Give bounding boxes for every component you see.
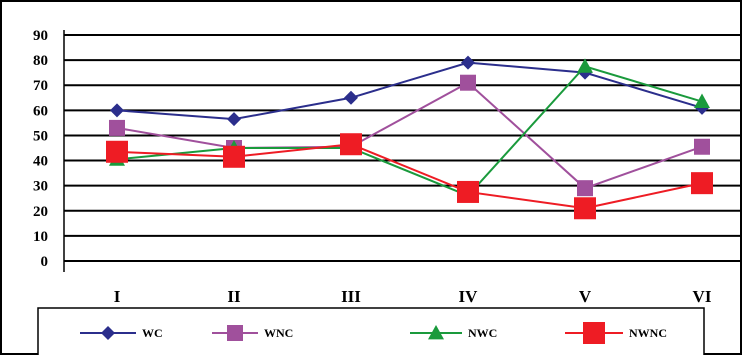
legend-marker bbox=[583, 322, 605, 344]
x-tick-label: IV bbox=[459, 287, 479, 306]
y-tick-label: 50 bbox=[33, 128, 48, 144]
y-tick-label: 10 bbox=[33, 229, 48, 245]
series-lines bbox=[106, 55, 713, 220]
x-tick-label: V bbox=[579, 287, 592, 306]
legend-item-nwnc: NWNC bbox=[565, 322, 667, 344]
x-tick-label: I bbox=[114, 287, 121, 306]
series-line bbox=[116, 143, 703, 210]
legend: WC WNC NWC NWNC bbox=[80, 322, 667, 344]
data-point bbox=[457, 180, 479, 203]
series-nwnc bbox=[106, 133, 713, 220]
data-point bbox=[461, 55, 475, 70]
data-point bbox=[574, 197, 596, 220]
data-point bbox=[344, 90, 358, 105]
data-point bbox=[694, 138, 710, 155]
legend-item-wnc: WNC bbox=[212, 325, 293, 341]
legend-label: WC bbox=[142, 326, 163, 340]
data-point bbox=[223, 145, 245, 168]
y-tick-label: 60 bbox=[33, 103, 48, 119]
y-tick-label: 40 bbox=[33, 154, 48, 170]
legend-marker bbox=[428, 325, 444, 340]
x-tick-label: II bbox=[227, 287, 241, 306]
x-tick-labels: I II III IV V VI bbox=[114, 287, 712, 306]
series-line bbox=[116, 65, 703, 197]
y-tick-label: 70 bbox=[33, 78, 48, 94]
y-tick-label: 90 bbox=[33, 28, 48, 44]
data-point bbox=[340, 133, 362, 156]
legend-item-wc: WC bbox=[80, 326, 163, 340]
x-tick-label: VI bbox=[693, 287, 712, 306]
data-point bbox=[577, 180, 593, 197]
y-tick-label: 20 bbox=[33, 204, 48, 220]
legend-label: NWC bbox=[468, 326, 497, 340]
y-tick-label: 80 bbox=[33, 53, 48, 69]
legend-item-nwc: NWC bbox=[410, 325, 497, 340]
data-point bbox=[577, 58, 593, 73]
data-point bbox=[109, 119, 125, 136]
y-tick-label: 30 bbox=[33, 179, 48, 195]
x-tick-label: III bbox=[341, 287, 361, 306]
data-point bbox=[227, 112, 241, 127]
data-point bbox=[694, 93, 710, 108]
data-point bbox=[460, 74, 476, 91]
data-point bbox=[106, 140, 128, 163]
y-tick-labels: 0 10 20 30 40 50 60 70 80 90 bbox=[33, 28, 48, 270]
legend-label: NWNC bbox=[629, 326, 667, 340]
data-point bbox=[110, 103, 124, 118]
legend-marker bbox=[101, 326, 115, 340]
y-tick-label: 0 bbox=[41, 254, 49, 270]
legend-marker bbox=[227, 325, 243, 341]
data-point bbox=[691, 172, 713, 195]
legend-label: WNC bbox=[264, 326, 293, 340]
series-line bbox=[116, 81, 703, 190]
gridlines bbox=[64, 34, 742, 262]
series-line bbox=[116, 61, 703, 121]
